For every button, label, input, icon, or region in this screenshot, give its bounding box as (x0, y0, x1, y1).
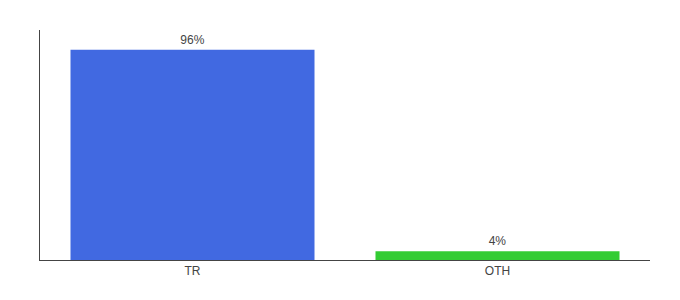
svg-text:OTH: OTH (485, 264, 510, 278)
svg-text:96%: 96% (180, 33, 204, 47)
svg-text:4%: 4% (489, 234, 507, 248)
svg-text:TR: TR (185, 264, 201, 278)
